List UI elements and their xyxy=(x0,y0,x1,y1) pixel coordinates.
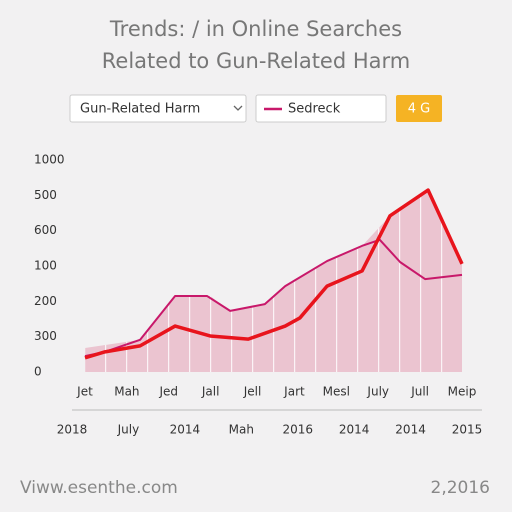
button-label[interactable]: 4 G xyxy=(408,102,430,117)
chart-title: Trends: / in Online Searches xyxy=(109,17,402,41)
y-tick-label: 500 xyxy=(34,188,57,202)
x-tick-label: Meip xyxy=(448,385,477,399)
x-tick-label-2: 2015 xyxy=(452,423,483,437)
footer-left: Viww.esenthe.com xyxy=(20,478,178,498)
x-tick-label-2: 2014 xyxy=(339,423,370,437)
legend-box xyxy=(255,94,387,123)
x-tick-label: Jart xyxy=(283,385,305,399)
x-tick-label-2: 2014 xyxy=(170,423,201,437)
x-tick-label-2: 2016 xyxy=(282,423,313,437)
dropdown[interactable]: Gun-Related Harm xyxy=(69,94,247,123)
legend-label: Sedreck xyxy=(288,102,341,117)
y-tick-label: 200 xyxy=(34,294,57,308)
x-tick-label: Jed xyxy=(159,385,179,399)
x-tick-label-2: July xyxy=(117,423,140,437)
chart-title: Related to Gun-Related Harm xyxy=(102,49,410,73)
x-tick-label-2: Mah xyxy=(229,423,254,437)
x-tick-label: Mesl xyxy=(323,385,350,399)
x-tick-label-2: 2014 xyxy=(395,423,426,437)
footer-right: 2,2016 xyxy=(431,478,490,498)
y-tick-label: 0 xyxy=(34,365,42,379)
x-tick-label-2: 2018 xyxy=(57,423,88,437)
line xyxy=(84,188,464,360)
x-tick-label: July xyxy=(366,385,389,399)
x-tick-label: Jet xyxy=(76,385,93,399)
x-tick-label: Jall xyxy=(201,385,220,399)
y-tick-label: 600 xyxy=(34,223,57,237)
y-tick-label: 300 xyxy=(34,329,57,343)
dropdown-box[interactable] xyxy=(69,94,247,123)
line xyxy=(84,238,463,358)
x-tick-label: Mah xyxy=(114,385,139,399)
y-tick-label: 100 xyxy=(34,259,57,273)
dropdown-label[interactable]: Gun-Related Harm xyxy=(80,102,200,117)
dropdown-caret[interactable] xyxy=(233,105,243,111)
x-tick-label: Jell xyxy=(243,385,262,399)
x-tick-label: Jull xyxy=(410,385,429,399)
y-tick-label: 1000 xyxy=(34,153,65,167)
button[interactable] xyxy=(396,95,442,122)
